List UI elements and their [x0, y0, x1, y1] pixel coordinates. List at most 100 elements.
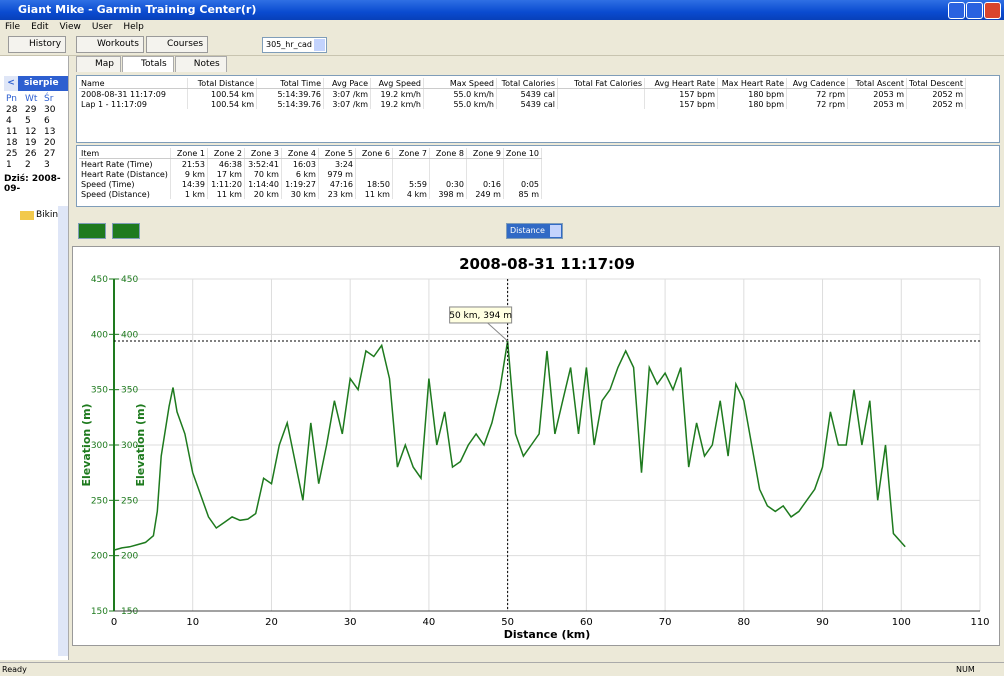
menu-item[interactable]: User	[91, 22, 113, 32]
tab[interactable]: Notes	[174, 56, 227, 72]
column-header[interactable]: Max Heart Rate	[717, 78, 787, 89]
menu-item[interactable]: File	[5, 22, 21, 32]
calendar-cell[interactable]: 25	[6, 149, 18, 159]
column-header[interactable]: Total Descent	[906, 78, 967, 89]
column-header[interactable]: Zone 4	[281, 148, 319, 159]
x-tick-label: 0	[111, 617, 117, 628]
table-cell	[392, 169, 430, 179]
color-picker[interactable]	[78, 223, 106, 239]
calendar-cell[interactable]: 26	[25, 149, 37, 159]
calendar-cell[interactable]: 11	[6, 127, 18, 137]
y-tick-label: 350	[91, 386, 108, 396]
table-cell	[503, 169, 543, 179]
calendar-cell[interactable]: 2	[25, 160, 31, 170]
x-tick-label: 50	[501, 617, 514, 628]
column-header[interactable]: Avg Pace	[323, 78, 371, 89]
column-header[interactable]: Name	[79, 78, 188, 89]
table-row[interactable]: Heart Rate (Distance) 9 km 17 km 70 km 6 km 9…	[79, 169, 543, 179]
table-cell	[429, 158, 467, 169]
maximize-button[interactable]	[966, 2, 983, 19]
column-header[interactable]: Total Time	[256, 78, 324, 89]
column-header[interactable]: Zone 6	[355, 148, 393, 159]
column-header[interactable]: Zone 3	[244, 148, 282, 159]
y-tick-label: 250	[91, 496, 108, 506]
scrollbar[interactable]	[58, 206, 68, 656]
table-cell: 5:14:39.76	[256, 99, 324, 109]
calendar-cell[interactable]: 29	[25, 105, 37, 115]
calendar-cell[interactable]: Śr	[44, 94, 54, 104]
calendar-cell[interactable]: 13	[44, 127, 56, 137]
calendar-cell[interactable]: Pn	[6, 94, 17, 104]
column-header[interactable]: Total Ascent	[847, 78, 907, 89]
table-cell: 11 km	[355, 189, 393, 199]
calendar-cell[interactable]: 1	[6, 160, 12, 170]
x-axis-select[interactable]: Distance	[506, 223, 563, 239]
table-cell: 11 km	[207, 189, 245, 199]
table-row[interactable]: Speed (Distance) 1 km 11 km 20 km 30 km 23 km…	[79, 189, 543, 199]
column-header[interactable]: Zone 8	[429, 148, 467, 159]
table-cell: 157 bpm	[644, 88, 718, 99]
calendar-cell[interactable]: 4	[6, 116, 12, 126]
column-header[interactable]: Total Calories	[496, 78, 558, 89]
close-button[interactable]	[984, 2, 1001, 19]
table-row[interactable]: Heart Rate (Time) 21:53 46:38 3:52:41 16:03 3…	[79, 158, 543, 169]
column-header[interactable]: Zone 2	[207, 148, 245, 159]
column-header[interactable]: Total Distance	[187, 78, 257, 89]
menu-bar: File Edit View User Help	[0, 20, 1004, 34]
device-select[interactable]: 305_hr_cad	[262, 37, 327, 53]
column-header[interactable]: Zone 10	[503, 148, 543, 159]
calendar-cell[interactable]: 12	[25, 127, 37, 137]
elevation-chart: 2008-08-31 11:17:09 0 10 20 30 40 50 60 70 80 90 10…	[72, 246, 1000, 646]
tab[interactable]: Map	[76, 56, 121, 72]
calendar-cell[interactable]: 28	[6, 105, 18, 115]
table-cell: 3:52:41	[244, 158, 282, 169]
column-header[interactable]: Item	[79, 148, 171, 159]
calendar-cell[interactable]: Wt	[25, 94, 38, 104]
menu-item[interactable]: Edit	[31, 22, 49, 32]
history-button[interactable]: History	[8, 36, 67, 53]
calendar-cell[interactable]: 30	[44, 105, 56, 115]
workouts-button[interactable]: Workouts	[76, 36, 144, 53]
y-tick-label: 250	[121, 496, 138, 506]
column-header[interactable]: Zone 1	[170, 148, 208, 159]
calendar-cell[interactable]: 19	[25, 138, 37, 148]
menu-item[interactable]: Help	[123, 22, 144, 32]
table-cell: Heart Rate (Time)	[79, 158, 171, 169]
calendar-cell[interactable]: 3	[44, 160, 50, 170]
column-header[interactable]: Zone 5	[318, 148, 356, 159]
prev-month-button[interactable]: <	[4, 76, 18, 91]
tab-strip: Map Totals Notes	[76, 56, 228, 72]
calendar-cell[interactable]: 5	[25, 116, 31, 126]
table-cell: 14:39	[170, 179, 208, 189]
calendar-cell[interactable]: 20	[44, 138, 56, 148]
column-header[interactable]: Avg Heart Rate	[644, 78, 718, 89]
calendar-cell[interactable]: 27	[44, 149, 56, 159]
column-header[interactable]: Zone 7	[392, 148, 430, 159]
tab[interactable]: Totals	[122, 56, 174, 72]
table-row[interactable]: Speed (Time) 14:39 1:11:20 1:14:40 1:19:27 47…	[79, 179, 543, 189]
minimize-button[interactable]	[948, 2, 965, 19]
column-header[interactable]: Zone 9	[466, 148, 504, 159]
table-cell	[503, 158, 543, 169]
y-axis-label: Elevation (m)	[80, 403, 93, 486]
color-picker[interactable]	[112, 223, 140, 239]
column-header[interactable]: Avg Speed	[370, 78, 424, 89]
calendar-cell[interactable]: 6	[44, 116, 50, 126]
calendar-cell[interactable]: 18	[6, 138, 18, 148]
column-header[interactable]: Max Speed	[423, 78, 497, 89]
y-tick-label: 300	[121, 441, 138, 451]
table-row[interactable]: 2008-08-31 11:17:09 100.54 km 5:14:39.76 3:…	[79, 88, 967, 99]
table-row[interactable]: Lap 1 - 11:17:09 100.54 km 5:14:39.76 3:07 …	[79, 99, 967, 109]
x-tick-label: 10	[186, 617, 199, 628]
table-cell: 2052 m	[906, 99, 967, 109]
tree-root[interactable]: Biking	[36, 210, 64, 220]
table-cell: 1:19:27	[281, 179, 319, 189]
column-header[interactable]: Total Fat Calories	[557, 78, 645, 89]
menu-item[interactable]: View	[59, 22, 81, 32]
column-header[interactable]: Avg Cadence	[786, 78, 848, 89]
calendar-grid: Pn Wt Śr 28 29 30 4 5 6 11 12 13 18 19 20 25 26 27 1 2 3	[6, 94, 68, 171]
courses-button[interactable]: Courses	[146, 36, 209, 53]
table-cell: 19.2 km/h	[370, 99, 424, 109]
table-cell: 72 rpm	[786, 88, 848, 99]
table-cell: 2052 m	[906, 88, 967, 99]
